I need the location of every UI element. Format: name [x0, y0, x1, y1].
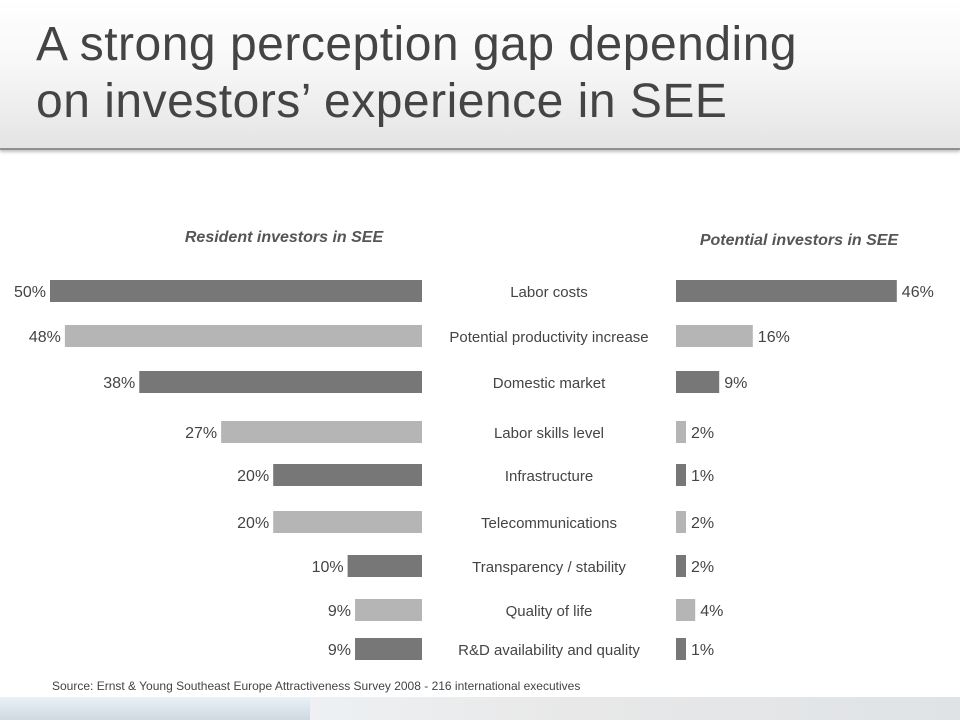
right-value-label-0: 46% [902, 284, 934, 301]
left-bar-7 [355, 599, 422, 621]
left-value-label-2: 38% [103, 375, 135, 392]
category-label-1: Potential productivity increase [449, 329, 648, 346]
category-label-6: Transparency / stability [472, 559, 626, 576]
right-value-label-8: 1% [691, 642, 714, 659]
right-value-label-2: 9% [724, 375, 747, 392]
left-series-header: Resident investors in SEE [185, 229, 385, 246]
left-bar-2 [139, 371, 422, 393]
left-value-label-4: 20% [237, 468, 269, 485]
right-bar-5 [676, 511, 686, 533]
category-label-7: Quality of life [506, 603, 593, 620]
right-value-label-4: 1% [691, 468, 714, 485]
right-bar-3 [676, 421, 686, 443]
right-bar-7 [676, 599, 696, 621]
category-label-0: Labor costs [510, 284, 588, 301]
right-value-label-5: 2% [691, 515, 714, 532]
category-label-3: Labor skills level [494, 425, 604, 442]
slide-header: A strong perception gap depending on inv… [0, 0, 960, 150]
slide-title: A strong perception gap depending on inv… [36, 16, 797, 130]
left-bar-5 [273, 511, 422, 533]
left-bar-0 [50, 280, 422, 302]
right-value-label-6: 2% [691, 559, 714, 576]
category-label-5: Telecommunications [481, 515, 617, 532]
left-value-label-0: 50% [14, 284, 46, 301]
right-series-header: Potential investors in SEE [700, 232, 900, 249]
right-value-label-1: 16% [758, 329, 790, 346]
left-value-label-8: 9% [328, 642, 351, 659]
bottom-strip-left-block [0, 697, 310, 720]
chart-panel: Resident investors in SEE Potential inves… [0, 166, 960, 696]
category-label-8: R&D availability and quality [458, 642, 640, 659]
right-bar-6 [676, 555, 686, 577]
perception-gap-chart: Resident investors in SEE Potential inves… [14, 229, 934, 693]
slide-title-line-2: on investors’ experience in SEE [36, 75, 728, 128]
left-value-label-1: 48% [29, 329, 61, 346]
left-bar-3 [221, 421, 422, 443]
left-value-label-3: 27% [185, 425, 217, 442]
right-value-label-7: 4% [700, 603, 723, 620]
left-value-label-5: 20% [237, 515, 269, 532]
left-bar-1 [64, 325, 422, 347]
category-label-4: Infrastructure [505, 468, 593, 485]
left-value-label-7: 9% [328, 603, 351, 620]
right-value-label-3: 2% [691, 425, 714, 442]
right-bar-0 [676, 280, 897, 302]
right-bar-2 [676, 371, 720, 393]
bottom-strip [0, 697, 960, 720]
left-bar-4 [273, 464, 422, 486]
slide-title-line-1: A strong perception gap depending [36, 18, 798, 71]
right-bar-8 [676, 638, 686, 660]
left-bar-8 [355, 638, 422, 660]
left-value-label-6: 10% [312, 559, 344, 576]
source-note: Source: Ernst & Young Southeast Europe A… [52, 679, 580, 693]
right-bar-4 [676, 464, 686, 486]
right-bar-1 [676, 325, 753, 347]
left-bar-6 [347, 555, 422, 577]
category-label-2: Domestic market [493, 375, 606, 392]
